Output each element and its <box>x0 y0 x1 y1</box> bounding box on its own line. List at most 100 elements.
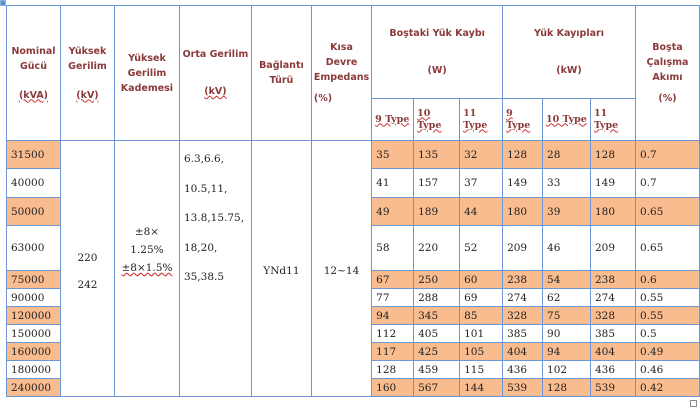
cell-l10: 102 <box>542 360 591 379</box>
cell-connection-merged: YNd11 <box>250 140 312 397</box>
header-text: Bağlantı <box>259 60 304 71</box>
subheader-text: Type <box>593 119 619 131</box>
header-impedance: Kısa Devre Empedans (%) <box>310 5 373 141</box>
cell-l9: 539 <box>502 378 544 397</box>
cell-i0: 0.65 <box>634 225 700 271</box>
header-text: Kısa <box>330 42 353 53</box>
table-row: 40000 41 157 37 149 33 149 0.7 <box>6 168 700 198</box>
mv-value: 10.5,11, <box>183 182 228 195</box>
table-move-handle[interactable] <box>0 0 6 6</box>
cell-nl9: 160 <box>371 378 415 397</box>
cell-nl11: 105 <box>459 342 504 361</box>
cell-kva: 120000 <box>6 306 61 325</box>
mv-value: 35,38.5 <box>183 271 225 283</box>
tap-value: 1.25% <box>130 244 164 256</box>
cell-nl10: 567 <box>413 378 461 397</box>
cell-i0: 0.5 <box>634 324 700 343</box>
header-no-load-loss: Boştaki Yük Kaybı (W) <box>371 5 504 99</box>
cell-kva: 31500 <box>6 140 61 169</box>
cell-i0: 0.7 <box>634 168 700 198</box>
subheader-ll-10type: 10 Type <box>542 98 591 141</box>
cell-impedance-merged: 12~14 <box>310 140 373 397</box>
cell-hv-tap-merged: ±8× 1.25% ±8×1.5% <box>113 140 180 397</box>
cell-l11: 180 <box>589 197 636 226</box>
cell-nl9: 67 <box>371 270 415 289</box>
header-row: Nominal Gücü (kVA) Yüksek Gerilim (kV) Y… <box>6 5 700 141</box>
header-medium-voltage: Orta Gerilim (kV) <box>178 5 252 141</box>
table-resize-handle[interactable] <box>690 400 697 407</box>
hv-value: 242 <box>77 279 98 291</box>
cell-l10: 28 <box>542 140 591 169</box>
header-unit: (W) <box>427 65 447 76</box>
subheader-text: 11 <box>463 107 477 119</box>
header-text: Gerilim <box>68 60 107 72</box>
header-text: Türü <box>269 75 294 86</box>
header-text: Boşta <box>652 42 683 53</box>
cell-l11: 404 <box>589 342 636 361</box>
cell-kva: 90000 <box>6 288 61 307</box>
header-unit: (kW) <box>556 65 582 76</box>
header-hv-tap: Yüksek Gerilim Kademesi <box>113 5 180 141</box>
cell-i0: 0.65 <box>634 197 700 226</box>
cell-l10: 62 <box>542 288 591 307</box>
cell-i0: 0.55 <box>634 306 700 325</box>
mv-value: 18,20, <box>183 241 218 254</box>
cell-i0: 0.6 <box>634 270 700 289</box>
cell-nl9: 94 <box>371 306 415 325</box>
cell-nl10: 135 <box>413 140 461 169</box>
tap-value: ±8× <box>134 226 160 238</box>
mv-value: 13.8,15.75, <box>183 212 245 224</box>
cell-nl9: 117 <box>371 342 415 361</box>
subheader-ll-9type: 9 Type <box>502 98 544 141</box>
header-text: Yüksek <box>128 52 166 64</box>
cell-nl11: 37 <box>459 168 504 198</box>
header-text: Yüksek <box>68 45 107 57</box>
cell-l9: 180 <box>502 197 544 226</box>
cell-nl10: 157 <box>413 168 461 198</box>
cell-l11: 238 <box>589 270 636 289</box>
header-text: Devre <box>325 57 358 68</box>
cell-nl11: 60 <box>459 270 504 289</box>
cell-nl9: 112 <box>371 324 415 343</box>
cell-nl11: 101 <box>459 324 504 343</box>
cell-l10: 46 <box>542 225 591 271</box>
cell-nl9: 35 <box>371 140 415 169</box>
cell-nl11: 44 <box>459 197 504 226</box>
cell-i0: 0.7 <box>634 140 700 169</box>
subheader-ll-11type: 11 Type <box>589 98 636 141</box>
hv-value: 220 <box>77 252 98 264</box>
header-text: Gerilim <box>127 67 167 79</box>
subheader-text: 10 Type <box>546 113 587 125</box>
cell-l10: 128 <box>542 378 591 397</box>
header-text: Akımı <box>652 72 683 83</box>
cell-l11: 328 <box>589 306 636 325</box>
header-unit: (kVA) <box>18 89 49 101</box>
cell-l10: 94 <box>542 342 591 361</box>
cell-nl11: 144 <box>459 378 504 397</box>
header-text: Empedans <box>313 72 370 83</box>
cell-l11: 128 <box>589 140 636 169</box>
cell-kva: 160000 <box>6 342 61 361</box>
cell-nl10: 405 <box>413 324 461 343</box>
cell-nl10: 189 <box>413 197 461 226</box>
cell-l10: 90 <box>542 324 591 343</box>
header-unit: (%) <box>658 93 677 104</box>
table-row: 180000 128 459 115 436 102 436 0.46 <box>6 360 700 379</box>
cell-nl10: 288 <box>413 288 461 307</box>
cell-i0: 0.42 <box>634 378 700 397</box>
cell-l11: 209 <box>589 225 636 271</box>
header-text: Çalışma <box>646 57 689 68</box>
cell-nl10: 425 <box>413 342 461 361</box>
cell-nl9: 49 <box>371 197 415 226</box>
cell-nl10: 220 <box>413 225 461 271</box>
cell-i0: 0.55 <box>634 288 700 307</box>
header-no-load-current: Boşta Çalışma Akımı (%) <box>634 5 700 141</box>
cell-i0: 0.46 <box>634 360 700 379</box>
cell-l10: 33 <box>542 168 591 198</box>
header-unit: (%) <box>313 93 333 104</box>
subheader-text: 9 Type <box>375 113 410 125</box>
header-unit: (kV) <box>204 86 227 97</box>
cell-l11: 436 <box>589 360 636 379</box>
cell-l11: 149 <box>589 168 636 198</box>
table-row: 120000 94 345 85 328 75 328 0.55 <box>6 306 700 325</box>
